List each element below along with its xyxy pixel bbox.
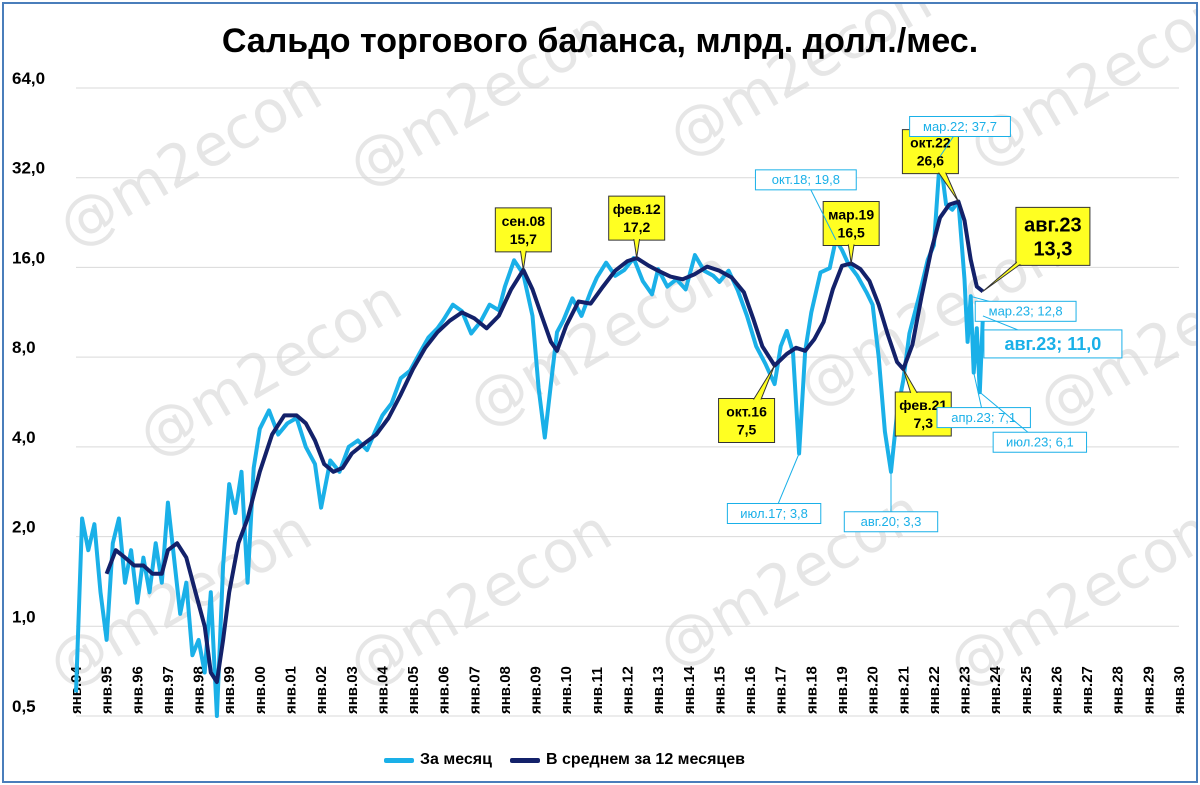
y-tick-label: 64,0: [12, 69, 45, 88]
callout-yellow-text: окт.16: [726, 403, 767, 419]
x-tick-label: янв.21: [895, 666, 912, 714]
y-tick-label: 32,0: [12, 159, 45, 178]
x-tick-label: янв.17: [773, 666, 790, 714]
x-tick-label: янв.27: [1079, 666, 1096, 714]
y-tick-label: 16,0: [12, 248, 45, 267]
callout-yellow-text: авг.23: [1024, 214, 1082, 236]
x-tick-label: янв.18: [803, 666, 820, 714]
x-tick-label: янв.98: [191, 666, 208, 714]
callout-yellow-text: 15,7: [510, 231, 537, 247]
x-tick-label: янв.16: [742, 666, 759, 714]
callout-yellow-text: 13,3: [1033, 238, 1072, 260]
callout-blue-text: мар.23; 12,8: [989, 304, 1063, 319]
x-tick-label: янв.08: [497, 666, 514, 714]
callout-yellow-text: окт.22: [910, 135, 951, 151]
callout-blue-text: июл.17; 3,8: [740, 506, 808, 521]
callout-yellow-text: 7,5: [737, 421, 757, 437]
legend-label-monthly: За месяц: [420, 751, 492, 768]
callout-yellow-text: 26,6: [917, 153, 944, 169]
callout-yellow-text: фев.12: [613, 201, 661, 217]
x-tick-label: янв.03: [344, 666, 361, 714]
y-tick-label: 8,0: [12, 338, 36, 357]
y-tick-label: 1,0: [12, 607, 36, 626]
x-tick-label: янв.20: [865, 666, 882, 714]
x-tick-label: янв.29: [1140, 666, 1157, 714]
callout-blue-text: мар.22; 37,7: [923, 119, 997, 134]
callout-yellow-text: фев.21: [899, 397, 947, 413]
series-line-average: [104, 199, 985, 684]
y-tick-label: 4,0: [12, 428, 36, 447]
callout-blue-text: апр.23; 7,1: [951, 410, 1016, 425]
x-tick-label: янв.95: [99, 666, 116, 714]
callout-blue-box: [936, 407, 1031, 429]
x-tick-label: янв.30: [1171, 666, 1188, 714]
legend-item-monthly: За месяц: [384, 751, 492, 769]
callout-yellow-fill: [496, 208, 551, 251]
x-tick-label: янв.28: [1110, 666, 1127, 714]
callout-yellow-fill: [719, 399, 774, 442]
callout-yellow-fill: [903, 130, 958, 173]
x-tick-label: янв.99: [221, 666, 238, 714]
callout-yellow-fill: [1016, 208, 1089, 265]
x-tick-label: янв.97: [160, 666, 177, 714]
x-tick-label: янв.23: [957, 666, 974, 714]
legend-swatch-average: [509, 757, 540, 763]
x-tick-label: янв.05: [405, 666, 422, 714]
x-tick-label: янв.96: [129, 666, 146, 714]
x-tick-label: янв.15: [711, 666, 728, 714]
legend: За месяц В среднем за 12 месяцев: [384, 748, 763, 772]
x-tick-label: янв.06: [436, 666, 453, 714]
x-tick-label: янв.11: [589, 667, 606, 714]
callout-blue-text: авг.20; 3,3: [861, 514, 922, 529]
callout-blue-box: [909, 115, 1011, 137]
legend-label-average: В среднем за 12 месяцев: [545, 751, 745, 768]
x-tick-label: янв.10: [558, 666, 575, 714]
x-tick-label: янв.01: [282, 666, 299, 714]
callout-blue-box: [974, 300, 1077, 322]
callout-blue-text: авг.23; 11,0: [1004, 334, 1101, 354]
x-tick-label: янв.22: [926, 666, 943, 714]
y-tick-label: 2,0: [12, 518, 36, 537]
series-line-monthly: [74, 154, 985, 718]
callout-yellow-text: 7,3: [914, 415, 934, 431]
callout-yellow-text: 17,2: [623, 219, 650, 235]
callout-blue-box: [992, 431, 1088, 453]
x-tick-label: янв.04: [374, 665, 391, 714]
x-tick-label: янв.14: [681, 665, 698, 714]
callout-yellow-text: сен.08: [502, 213, 546, 229]
callout-blue-box: [726, 502, 822, 524]
x-tick-label: янв.19: [834, 666, 851, 714]
legend-swatch-monthly: [384, 757, 414, 763]
callout-blue-text: окт.18; 19,8: [772, 172, 840, 187]
x-tick-label: янв.26: [1048, 666, 1065, 714]
chart-title: Сальдо торгового баланса, млрд. долл./ме…: [221, 22, 979, 60]
callout-blue-text: июл.23; 6,1: [1006, 435, 1074, 450]
x-tick-label: янв.13: [650, 666, 667, 714]
callout-blue-box: [843, 511, 939, 533]
x-tick-label: янв.24: [987, 665, 1004, 714]
chart-svg: 64,032,016,08,04,02,01,00,5 янв.94 янв.95 я…: [12, 69, 1188, 718]
callout-blue-box: [983, 329, 1123, 359]
x-tick-label: янв.07: [466, 666, 483, 714]
y-tick-label: 0,5: [12, 697, 36, 716]
callout-yellow-fill: [609, 197, 664, 240]
x-tick-label: янв.25: [1018, 666, 1035, 714]
legend-item-average: В среднем за 12 месяцев: [509, 751, 745, 769]
callout-yellow-text: мар.19: [828, 206, 874, 222]
x-tick-label: янв.12: [620, 666, 637, 714]
x-tick-label: янв.00: [252, 666, 269, 714]
callout-blue-box: [754, 169, 857, 191]
x-tick-label: янв.02: [313, 666, 330, 714]
callout-yellow-text: 16,5: [838, 224, 865, 240]
x-tick-label: янв.09: [528, 666, 545, 714]
callout-yellow-fill: [824, 202, 879, 245]
